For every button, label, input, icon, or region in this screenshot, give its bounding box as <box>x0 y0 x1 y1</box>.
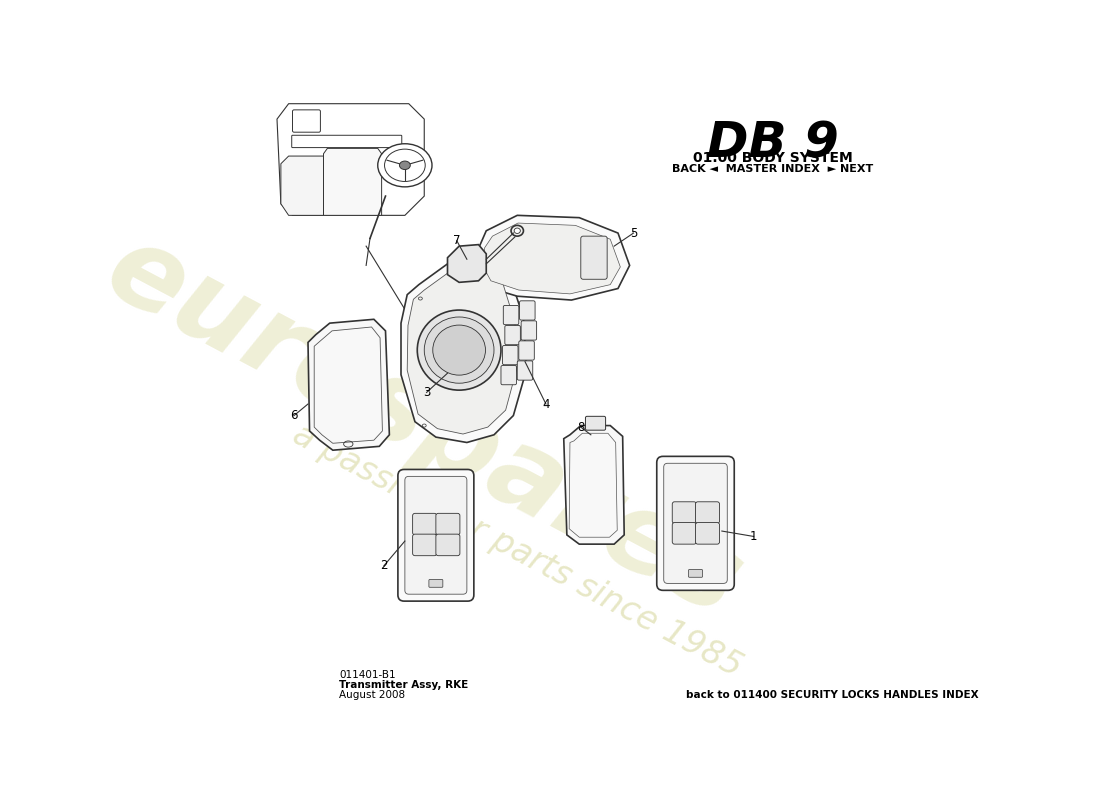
FancyBboxPatch shape <box>519 301 535 320</box>
FancyBboxPatch shape <box>585 416 606 430</box>
Text: a passion for parts since 1985: a passion for parts since 1985 <box>287 418 748 683</box>
FancyBboxPatch shape <box>517 361 532 380</box>
FancyBboxPatch shape <box>293 110 320 132</box>
Text: 011401-B1: 011401-B1 <box>339 670 396 680</box>
Polygon shape <box>277 104 425 215</box>
FancyBboxPatch shape <box>689 570 703 578</box>
FancyBboxPatch shape <box>436 534 460 556</box>
Text: August 2008: August 2008 <box>339 690 405 700</box>
Ellipse shape <box>399 161 410 170</box>
Ellipse shape <box>385 149 426 182</box>
Text: 8: 8 <box>578 421 584 434</box>
FancyBboxPatch shape <box>695 502 719 523</box>
FancyBboxPatch shape <box>412 514 437 535</box>
FancyBboxPatch shape <box>672 522 696 544</box>
Text: eurospares: eurospares <box>89 215 759 639</box>
Text: 1: 1 <box>750 530 758 543</box>
Polygon shape <box>474 215 629 300</box>
Polygon shape <box>308 319 389 450</box>
FancyBboxPatch shape <box>695 522 719 544</box>
Text: DB 9: DB 9 <box>707 119 839 167</box>
FancyBboxPatch shape <box>436 514 460 535</box>
Polygon shape <box>280 156 323 215</box>
Polygon shape <box>483 223 620 294</box>
Ellipse shape <box>377 144 432 187</box>
Text: back to 011400 SECURITY LOCKS HANDLES INDEX: back to 011400 SECURITY LOCKS HANDLES IN… <box>685 690 978 700</box>
FancyBboxPatch shape <box>519 341 535 360</box>
FancyBboxPatch shape <box>663 463 727 583</box>
Text: 4: 4 <box>542 398 550 410</box>
Text: 7: 7 <box>453 234 461 247</box>
Text: 6: 6 <box>290 409 298 422</box>
Text: 01.00 BODY SYSTEM: 01.00 BODY SYSTEM <box>693 151 852 166</box>
FancyBboxPatch shape <box>581 236 607 279</box>
FancyBboxPatch shape <box>503 346 518 365</box>
Polygon shape <box>402 260 527 442</box>
Ellipse shape <box>417 310 500 390</box>
FancyBboxPatch shape <box>505 326 520 345</box>
FancyBboxPatch shape <box>412 534 437 556</box>
FancyBboxPatch shape <box>672 502 696 523</box>
FancyBboxPatch shape <box>405 476 466 594</box>
FancyBboxPatch shape <box>500 366 517 385</box>
Text: BACK ◄  MASTER INDEX  ► NEXT: BACK ◄ MASTER INDEX ► NEXT <box>672 164 873 174</box>
FancyBboxPatch shape <box>521 321 537 340</box>
FancyBboxPatch shape <box>429 579 443 587</box>
Polygon shape <box>563 426 624 544</box>
Text: 3: 3 <box>422 386 430 399</box>
Ellipse shape <box>432 325 485 375</box>
Polygon shape <box>407 269 517 434</box>
Text: Transmitter Assy, RKE: Transmitter Assy, RKE <box>339 680 469 690</box>
FancyBboxPatch shape <box>504 306 519 325</box>
Ellipse shape <box>425 317 494 383</box>
FancyBboxPatch shape <box>292 135 402 147</box>
Text: 5: 5 <box>630 226 637 239</box>
Polygon shape <box>448 245 486 282</box>
Text: 2: 2 <box>381 559 387 572</box>
FancyBboxPatch shape <box>657 456 735 590</box>
Polygon shape <box>323 148 382 215</box>
Ellipse shape <box>514 228 520 234</box>
FancyBboxPatch shape <box>398 470 474 601</box>
